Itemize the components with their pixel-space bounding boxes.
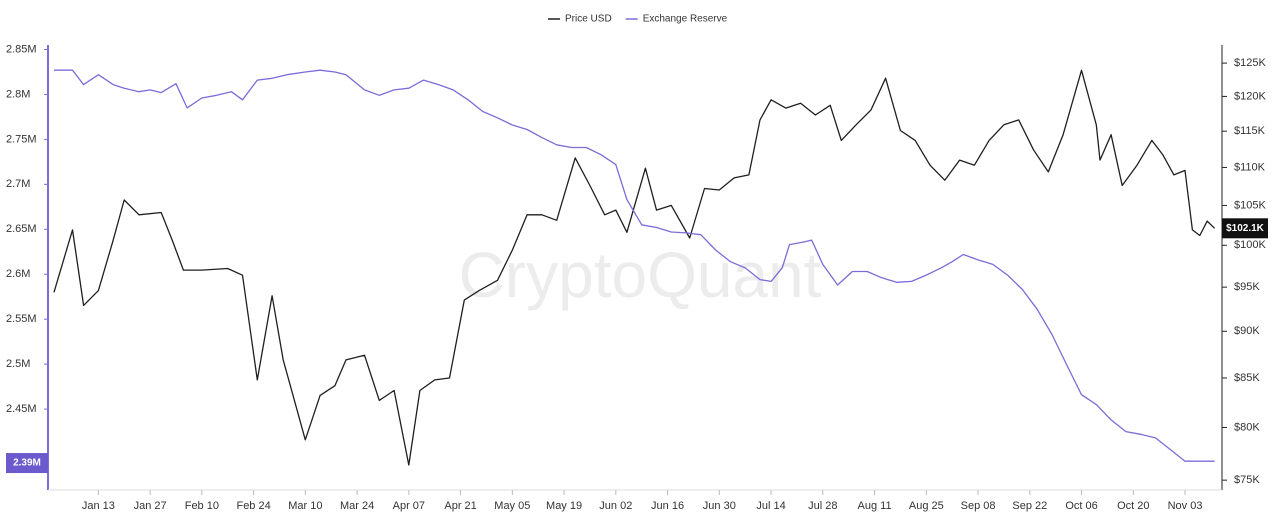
- y-tick-label: 2.75M: [6, 133, 37, 145]
- x-tick-label: Sep 22: [1012, 500, 1047, 512]
- x-tick-label: Mar 24: [340, 500, 374, 512]
- x-tick-label: Aug 25: [909, 500, 944, 512]
- y2-tick-label: $110K: [1234, 161, 1266, 173]
- x-tick-label: Feb 10: [185, 500, 219, 512]
- x-tick-label: Nov 03: [1168, 500, 1203, 512]
- value-badge: [6, 453, 48, 474]
- y2-tick-label: $95K: [1234, 281, 1260, 293]
- x-tick-label: May 05: [494, 500, 530, 512]
- x-tick-label: Apr 07: [393, 500, 425, 512]
- x-tick-label: Mar 10: [288, 500, 322, 512]
- x-tick-label: Apr 21: [444, 500, 476, 512]
- legend-label: Exchange Reserve: [643, 14, 728, 25]
- x-tick-label: Jul 14: [756, 500, 785, 512]
- y2-tick-label: $115K: [1234, 125, 1266, 137]
- x-tick-label: Jun 30: [703, 500, 736, 512]
- value-badge-label: 2.39M: [13, 458, 41, 469]
- y2-tick-label: $100K: [1234, 239, 1266, 251]
- watermark: CryptoQuant: [459, 239, 822, 311]
- x-tick-label: Sep 08: [961, 500, 996, 512]
- y-tick-label: 2.55M: [6, 313, 37, 325]
- y-tick-label: 2.8M: [6, 88, 30, 100]
- x-tick-label: Feb 24: [236, 500, 270, 512]
- x-tick-label: Jan 13: [82, 500, 115, 512]
- y2-tick-label: $105K: [1234, 199, 1266, 211]
- x-tick-label: Oct 06: [1065, 500, 1097, 512]
- x-tick-label: Jun 02: [599, 500, 632, 512]
- y-tick-label: 2.45M: [6, 403, 37, 415]
- x-tick-label: Oct 20: [1117, 500, 1149, 512]
- y2-tick-label: $75K: [1234, 474, 1260, 486]
- y-tick-label: 2.7M: [6, 178, 30, 190]
- y2-tick-label: $125K: [1234, 57, 1266, 69]
- value-badge-label: $102.1K: [1226, 223, 1265, 234]
- y2-tick-label: $120K: [1234, 90, 1266, 102]
- x-tick-label: Jun 16: [651, 500, 684, 512]
- y2-tick-label: $80K: [1234, 421, 1260, 433]
- series-line: [54, 69, 1215, 462]
- x-tick-label: Jan 27: [134, 500, 167, 512]
- y-tick-label: 2.6M: [6, 268, 30, 280]
- legend-label: Price USD: [565, 14, 612, 25]
- x-tick-label: Jul 28: [808, 500, 837, 512]
- value-badge: [1222, 218, 1268, 239]
- y-tick-label: 2.85M: [6, 43, 37, 55]
- x-tick-label: Aug 11: [858, 500, 892, 512]
- series-line: [53, 69, 1216, 466]
- x-tick-label: May 19: [546, 500, 582, 512]
- y-tick-label: 2.5M: [6, 358, 30, 370]
- y2-tick-label: $85K: [1234, 372, 1260, 384]
- y-tick-label: 2.65M: [6, 223, 37, 235]
- y2-tick-label: $90K: [1234, 325, 1260, 337]
